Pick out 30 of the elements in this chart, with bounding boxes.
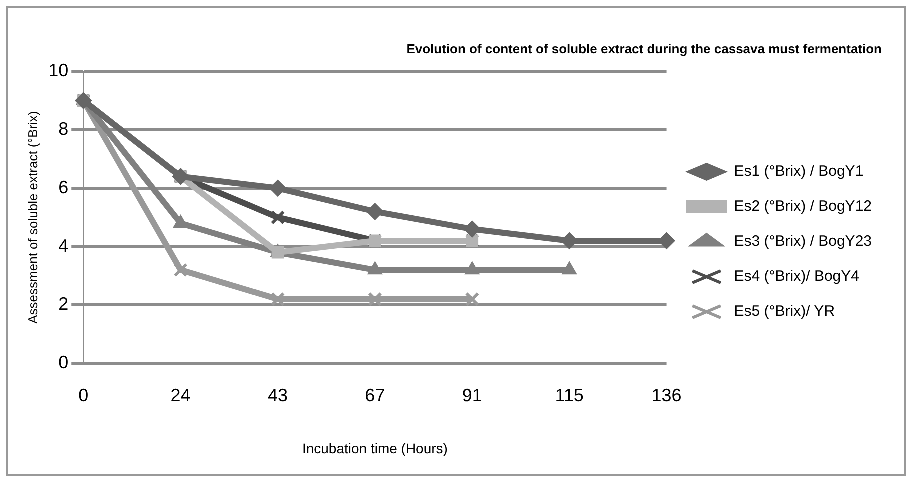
point: [174, 263, 188, 278]
x-tick-label: 0: [78, 385, 89, 406]
y-tick-label: 10: [48, 60, 69, 81]
point: [272, 246, 284, 259]
x-tick-label: 67: [365, 385, 386, 406]
x-tick-label: 24: [170, 385, 191, 406]
point: [270, 180, 287, 197]
point: [464, 220, 481, 238]
x-tick-label: 136: [652, 385, 682, 406]
point: [465, 292, 480, 307]
point: [270, 292, 286, 307]
legend-label: Es1 (°Brix) / BogY1: [734, 163, 864, 180]
y-axis-title: Assessment of soluble extract (°Brix): [25, 111, 40, 324]
y-tick-label: 0: [58, 352, 69, 373]
y-tick-label: 4: [58, 236, 69, 256]
x-tick-label: 91: [462, 385, 482, 406]
legend-label: Es2 (°Brix) / BogY12: [734, 198, 872, 216]
point: [270, 210, 286, 225]
x-tick-label: 115: [555, 385, 584, 406]
y-tick-label: 8: [58, 118, 69, 139]
chart-title: Evolution of content of soluble extract during the cassava must fermentation: [406, 41, 882, 56]
legend-label: Es5 (°Brix)/ YR: [734, 303, 836, 320]
point: [366, 203, 384, 220]
x-tick-label: 43: [268, 385, 288, 406]
x-axis-title: Incubation time (Hours): [302, 440, 448, 456]
y-tick-label: 6: [58, 177, 69, 198]
y-tick-label: 2: [58, 294, 69, 314]
legend-label: Es3 (°Brix) / BogY23: [734, 233, 872, 250]
point: [368, 292, 382, 307]
legend-label: Es4 (°Brix)/ BogY4: [734, 268, 860, 286]
